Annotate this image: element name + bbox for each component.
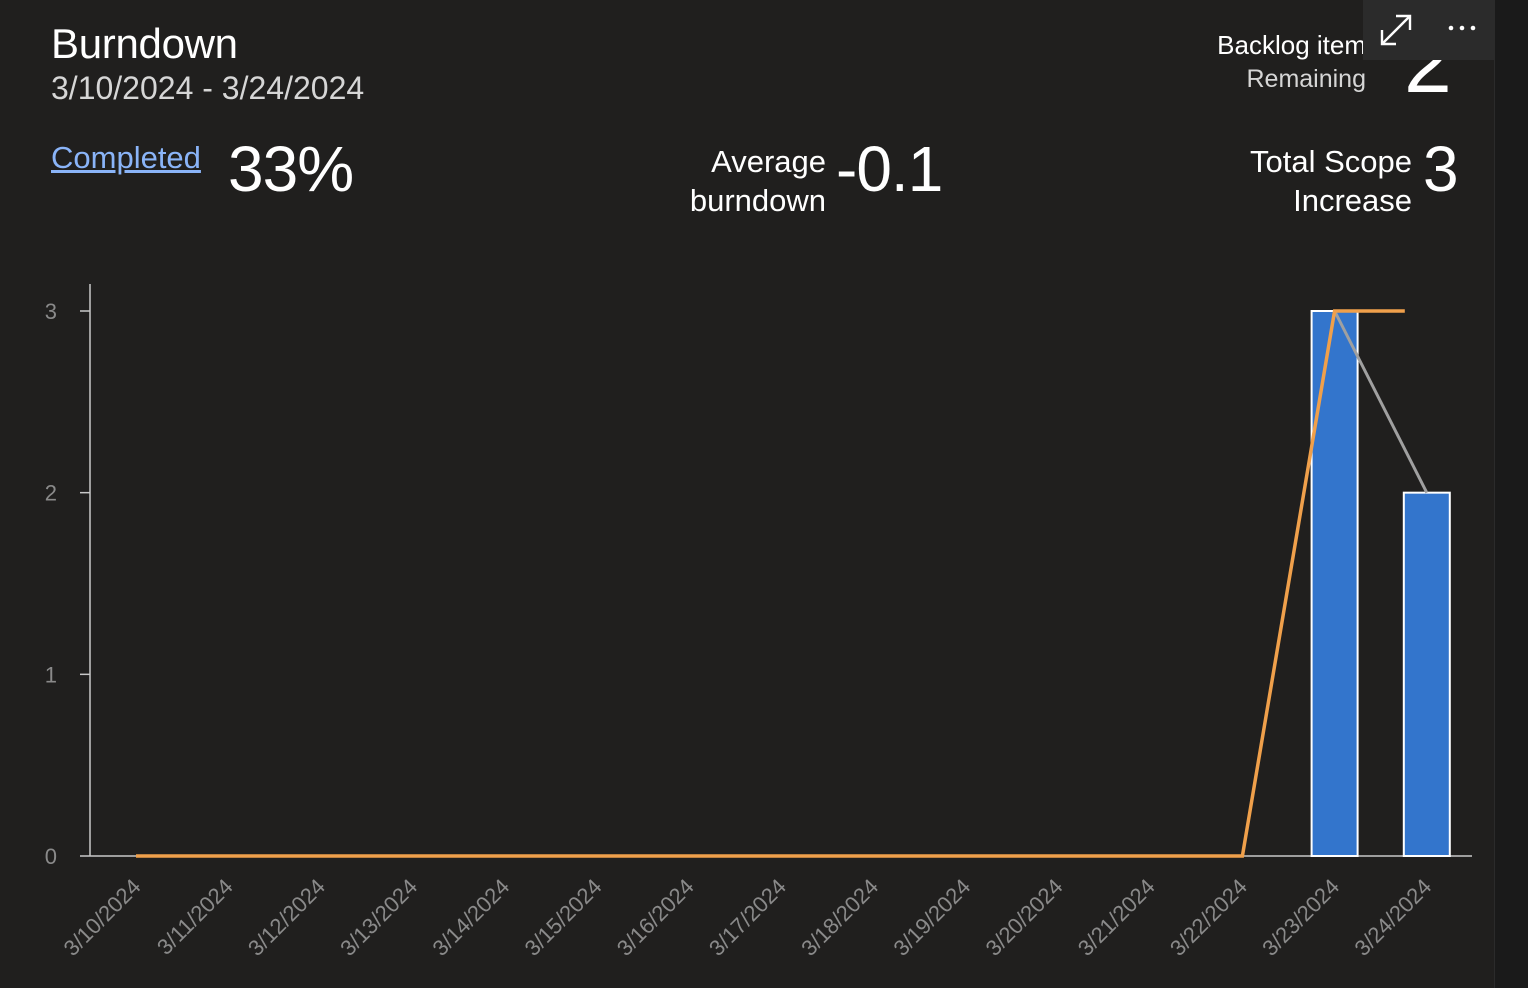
y-tick-label: 3 — [45, 299, 57, 324]
x-tick-label: 3/14/2024 — [427, 874, 514, 961]
x-tick-label: 3/21/2024 — [1073, 874, 1160, 961]
expand-button[interactable] — [1363, 0, 1429, 60]
backlog-remaining-label: Backlog item Remaining — [1217, 28, 1366, 96]
x-tick-label: 3/15/2024 — [520, 874, 607, 961]
average-burndown-value: -0.1 — [836, 133, 943, 205]
x-tick-label: 3/20/2024 — [981, 874, 1068, 961]
remaining-bar — [1402, 491, 1451, 857]
x-tick-label: 3/19/2024 — [888, 874, 975, 961]
more-options-icon — [1448, 25, 1476, 31]
burndown-chart: 0 1 2 3 3/10/2024 3/11/2024 3/12/2024 3/13/2024… — [45, 284, 1472, 961]
x-tick-label: 3/12/2024 — [243, 874, 330, 961]
x-tick-label: 3/23/2024 — [1257, 874, 1344, 961]
scroll-gutter — [1494, 0, 1528, 988]
expand-icon — [1380, 14, 1412, 46]
total-scope-label-line1: Total Scope — [1250, 144, 1412, 179]
x-tick-label: 3/11/2024 — [152, 874, 238, 960]
average-burndown-label: Average burndown — [690, 142, 826, 220]
average-burndown-label-line1: Average — [711, 144, 826, 179]
x-tick-label: 3/16/2024 — [612, 874, 699, 961]
widget-title: Burndown — [51, 20, 238, 67]
backlog-label-line2: Remaining — [1246, 65, 1366, 93]
x-tick-label: 3/10/2024 — [59, 874, 146, 961]
x-tick-label: 3/13/2024 — [335, 874, 422, 961]
y-tick-label: 2 — [45, 481, 57, 506]
y-tick-label: 1 — [45, 662, 57, 687]
x-tick-label: 3/24/2024 — [1349, 874, 1436, 961]
widget-toolbar — [1363, 0, 1494, 60]
more-options-button[interactable] — [1429, 0, 1494, 60]
trend-line — [1333, 310, 1429, 494]
total-scope-label-line2: Increase — [1293, 183, 1412, 218]
burndown-widget: Burndown 3/10/2024 - 3/24/2024 Completed… — [44, 0, 1494, 961]
average-burndown-label-line2: burndown — [689, 183, 826, 218]
y-tick-label: 0 — [45, 844, 57, 869]
total-scope-line — [136, 309, 1405, 858]
x-tick-label: 3/22/2024 — [1165, 874, 1252, 961]
x-tick-label: 3/17/2024 — [704, 874, 791, 961]
completed-link[interactable]: Completed — [51, 140, 201, 175]
total-scope-increase-label: Total Scope Increase — [1250, 142, 1412, 220]
backlog-label-line1: Backlog item — [1217, 30, 1366, 60]
completed-value: 33% — [228, 133, 354, 205]
date-range: 3/10/2024 - 3/24/2024 — [51, 70, 365, 106]
remaining-bar — [1310, 310, 1359, 857]
x-tick-label: 3/18/2024 — [796, 874, 883, 961]
total-scope-increase-value: 3 — [1423, 133, 1459, 205]
